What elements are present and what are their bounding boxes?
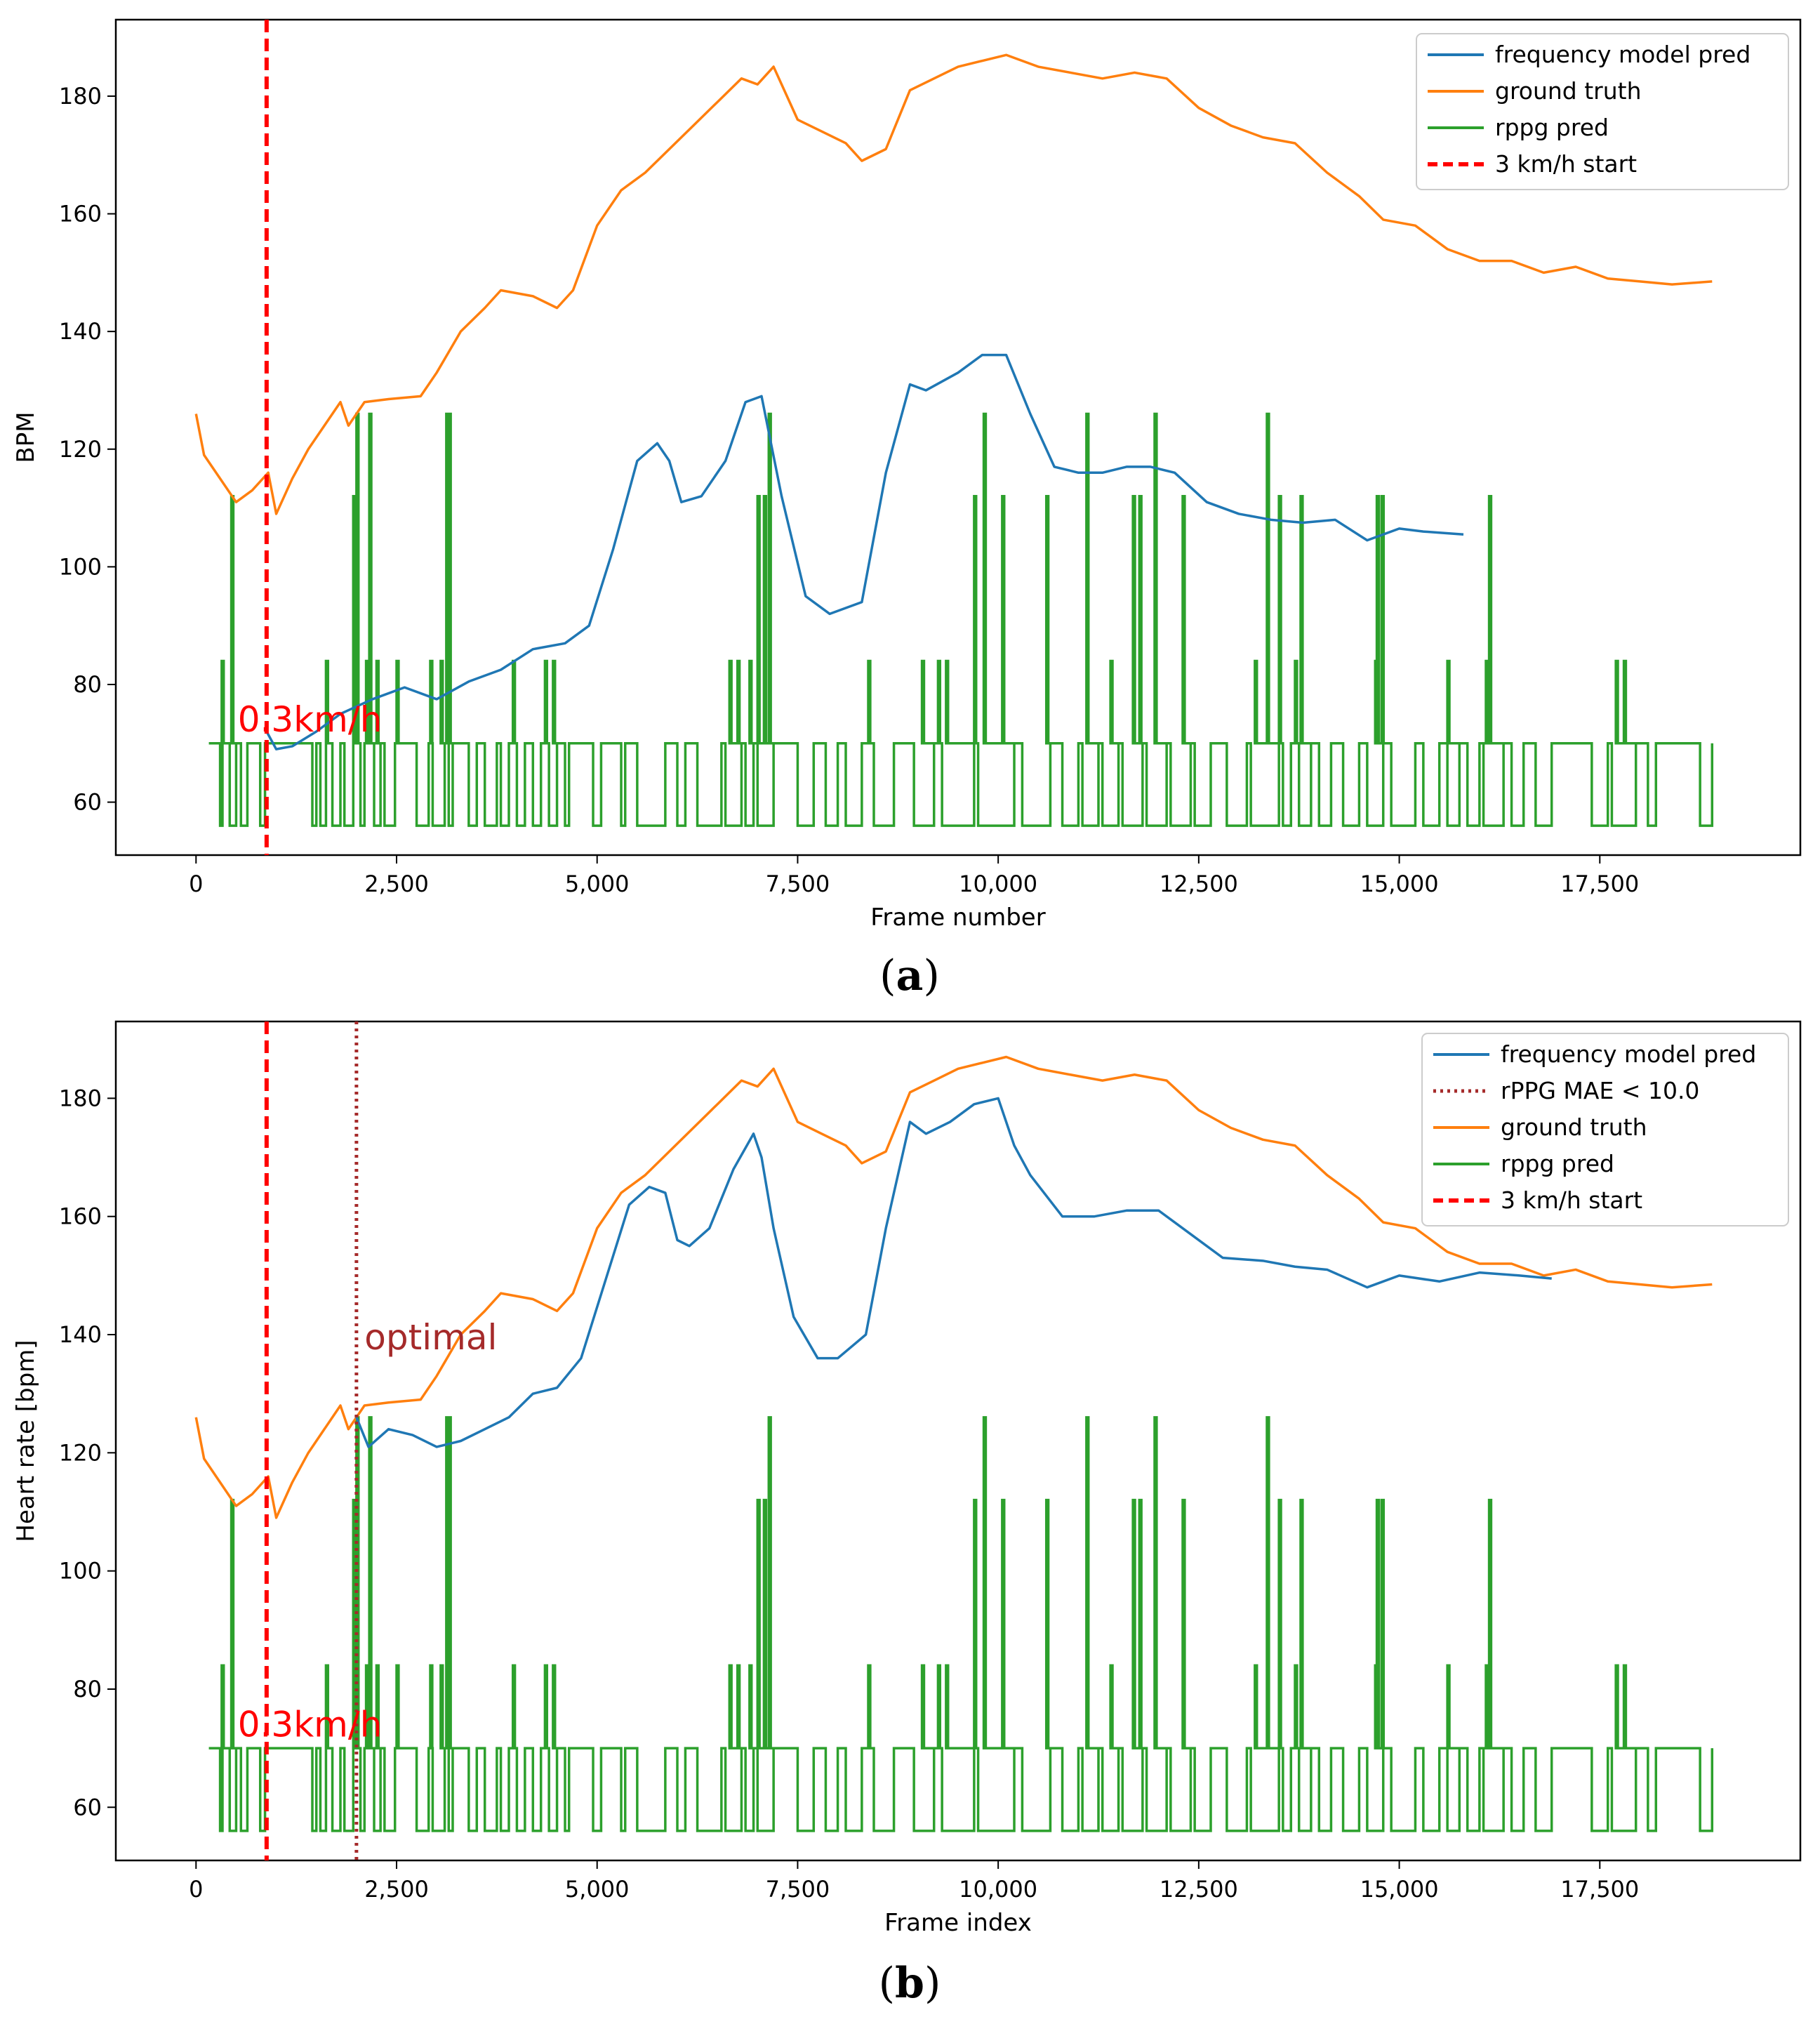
legend-entry: frequency model pred bbox=[1501, 1040, 1756, 1068]
x-axis-label: Frame number bbox=[870, 904, 1045, 932]
legend: frequency model pred ground truth rppg pre… bbox=[1416, 33, 1789, 190]
y-tick-label: 60 bbox=[73, 1794, 102, 1820]
y-tick-label: 120 bbox=[59, 1439, 102, 1466]
plot-area bbox=[194, 1021, 1714, 1860]
y-tick-label: 120 bbox=[59, 436, 102, 463]
x-tick-label: 15,000 bbox=[1360, 871, 1439, 897]
ground-truth-line bbox=[194, 1055, 1713, 1519]
legend-entry: ground truth bbox=[1495, 77, 1642, 105]
legend-box bbox=[1416, 33, 1789, 190]
x-tick-label: 5,000 bbox=[565, 1876, 630, 1903]
y-tick-label: 80 bbox=[73, 671, 102, 698]
rppg-pred-line bbox=[208, 412, 1714, 827]
x-tick-label: 5,000 bbox=[565, 871, 630, 897]
x-tick-label: 17,500 bbox=[1560, 1876, 1639, 1903]
ground-truth-line bbox=[194, 53, 1713, 515]
x-tick-label: 12,500 bbox=[1160, 871, 1238, 897]
chart-a: 0 2,500 5,000 7,500 10,000 12,500 15,000 17,500… bbox=[12, 18, 1802, 932]
y-tick-label: 100 bbox=[59, 553, 102, 580]
legend-entry: rppg pred bbox=[1495, 114, 1609, 141]
legend-entry: ground truth bbox=[1501, 1113, 1647, 1141]
x-axis-label: Frame index bbox=[884, 1909, 1032, 1937]
x-tick-label: 10,000 bbox=[959, 1876, 1037, 1903]
panel-b-label: (b) bbox=[878, 1959, 941, 2008]
optimal-annotation: optimal bbox=[364, 1317, 497, 1358]
x-tick-label: 2,500 bbox=[364, 1876, 429, 1903]
x-tick-label: 12,500 bbox=[1160, 1876, 1238, 1903]
legend-entry: rPPG MAE < 10.0 bbox=[1501, 1077, 1699, 1104]
legend-box bbox=[1421, 1033, 1789, 1226]
legend-entry: 3 km/h start bbox=[1495, 150, 1637, 178]
legend-entry: 3 km/h start bbox=[1501, 1186, 1642, 1214]
x-tick-label: 7,500 bbox=[766, 1876, 830, 1903]
y-tick-label: 140 bbox=[59, 1321, 102, 1348]
legend-entry: frequency model pred bbox=[1495, 41, 1751, 68]
legend-entry: rppg pred bbox=[1501, 1150, 1614, 1177]
x-tick-label: 15,000 bbox=[1360, 1876, 1439, 1903]
y-tick-label: 100 bbox=[59, 1558, 102, 1585]
x-tick-label: 0 bbox=[189, 871, 203, 897]
y-tick-label: 160 bbox=[59, 201, 102, 227]
x-tick-label: 7,500 bbox=[766, 871, 830, 897]
speed-annotation: 0.3km/h bbox=[238, 699, 383, 740]
y-axis-label: BPM bbox=[12, 411, 40, 463]
y-tick-label: 180 bbox=[59, 1085, 102, 1111]
x-tick-label: 2,500 bbox=[364, 871, 429, 897]
y-tick-label: 60 bbox=[73, 789, 102, 816]
plot-area bbox=[194, 20, 1714, 855]
y-tick-label: 140 bbox=[59, 318, 102, 345]
y-tick-label: 160 bbox=[59, 1203, 102, 1230]
x-tick-label: 10,000 bbox=[959, 871, 1037, 897]
y-tick-label: 80 bbox=[73, 1676, 102, 1702]
chart-b: 0 2,500 5,000 7,500 10,000 12,500 15,000 17,500… bbox=[12, 1020, 1802, 1937]
rppg-pred-line bbox=[208, 1416, 1714, 1832]
frequency-model-pred-line bbox=[265, 353, 1464, 750]
panel-a-label: (a) bbox=[879, 951, 940, 1000]
x-tick-label: 0 bbox=[189, 1876, 203, 1903]
legend: frequency model pred rPPG MAE < 10.0 groun… bbox=[1421, 1033, 1789, 1226]
speed-annotation: 0.3km/h bbox=[238, 1704, 383, 1745]
x-tick-label: 17,500 bbox=[1560, 871, 1639, 897]
frequency-model-pred-line bbox=[355, 1097, 1552, 1448]
y-axis-label: Heart rate [bpm] bbox=[12, 1340, 40, 1542]
y-tick-label: 180 bbox=[59, 83, 102, 110]
